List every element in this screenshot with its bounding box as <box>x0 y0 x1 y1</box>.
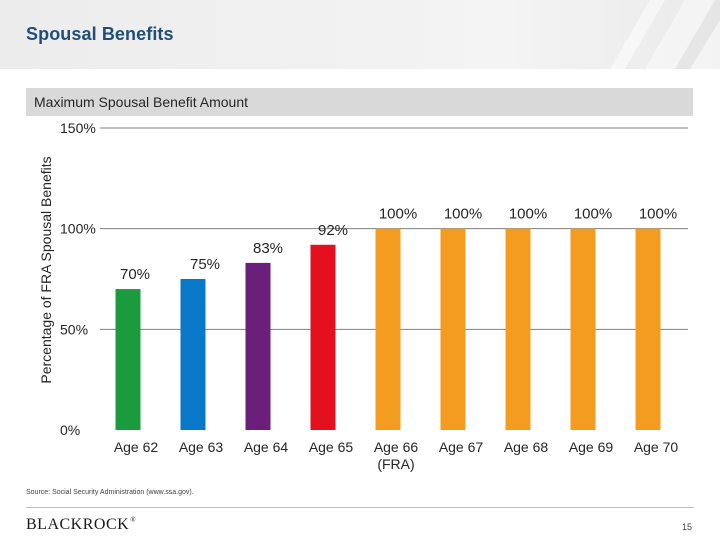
bar <box>570 228 596 430</box>
x-tick-label: Age 66 <box>374 439 419 455</box>
x-tick-label: Age 62 <box>114 439 159 455</box>
bar <box>440 228 466 430</box>
bar <box>115 289 141 430</box>
data-label: 83% <box>253 240 283 257</box>
data-label: 100% <box>509 206 547 223</box>
y-tick-label: 100% <box>60 221 96 237</box>
bar <box>245 262 271 430</box>
data-label: 70% <box>120 266 150 283</box>
y-tick-label: 50% <box>60 321 88 337</box>
x-tick-label: Age 65 <box>309 439 354 455</box>
chart-title-band: Maximum Spousal Benefit Amount <box>26 88 693 116</box>
x-tick-label: Age 63 <box>179 439 224 455</box>
y-tick-label: 0% <box>60 422 80 438</box>
header-band: Spousal Benefits <box>0 0 720 69</box>
data-label: 75% <box>190 256 220 273</box>
chart-title: Maximum Spousal Benefit Amount <box>34 94 248 110</box>
bar <box>505 228 531 430</box>
logo-text: BLACKROCK <box>26 516 130 533</box>
data-label: 100% <box>379 206 417 223</box>
y-tick-label: 150% <box>60 120 96 136</box>
data-label: 100% <box>639 206 677 223</box>
x-tick-label: Age 69 <box>569 439 614 455</box>
page-number: 15 <box>682 522 693 532</box>
footer-divider <box>26 507 694 508</box>
x-tick-sublabel: (FRA) <box>377 456 414 472</box>
header-decoration-icon <box>610 0 720 69</box>
page-title: Spousal Benefits <box>26 24 174 44</box>
data-label: 100% <box>444 206 482 223</box>
data-label: 92% <box>318 222 348 239</box>
logo-registered-mark: ® <box>130 516 137 524</box>
x-tick-label: Age 70 <box>634 439 679 455</box>
x-tick-label: Age 64 <box>244 439 289 455</box>
source-note: Source: Social Security Administration (… <box>26 489 194 496</box>
x-tick-label: Age 68 <box>504 439 549 455</box>
bar <box>310 244 336 430</box>
bar <box>180 279 206 430</box>
data-label: 100% <box>574 206 612 223</box>
x-tick-label: Age 67 <box>439 439 484 455</box>
blackrock-logo: BLACKROCK® <box>26 516 136 534</box>
bar <box>375 228 401 430</box>
bar <box>635 228 661 430</box>
